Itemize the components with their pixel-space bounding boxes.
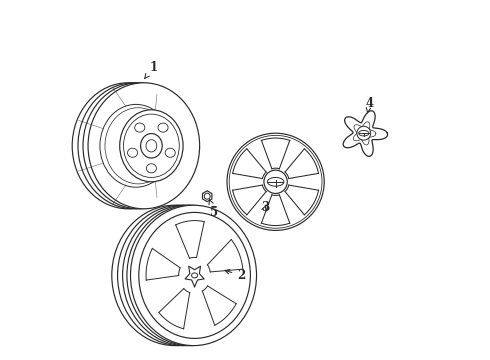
Polygon shape <box>343 111 388 156</box>
Ellipse shape <box>88 83 199 209</box>
Text: 1: 1 <box>145 61 157 78</box>
Ellipse shape <box>127 148 138 157</box>
Ellipse shape <box>158 123 168 132</box>
Ellipse shape <box>147 164 156 173</box>
Polygon shape <box>185 266 204 287</box>
Ellipse shape <box>130 205 257 346</box>
Circle shape <box>227 133 324 230</box>
Ellipse shape <box>165 148 175 157</box>
Text: 3: 3 <box>261 201 269 214</box>
Polygon shape <box>202 191 212 202</box>
Ellipse shape <box>141 134 162 158</box>
Ellipse shape <box>139 212 250 338</box>
Circle shape <box>264 170 287 193</box>
Text: 5: 5 <box>209 200 219 219</box>
Ellipse shape <box>120 110 183 182</box>
Text: 2: 2 <box>225 269 245 282</box>
Text: 4: 4 <box>365 97 373 113</box>
Ellipse shape <box>135 123 145 132</box>
Circle shape <box>357 126 371 140</box>
